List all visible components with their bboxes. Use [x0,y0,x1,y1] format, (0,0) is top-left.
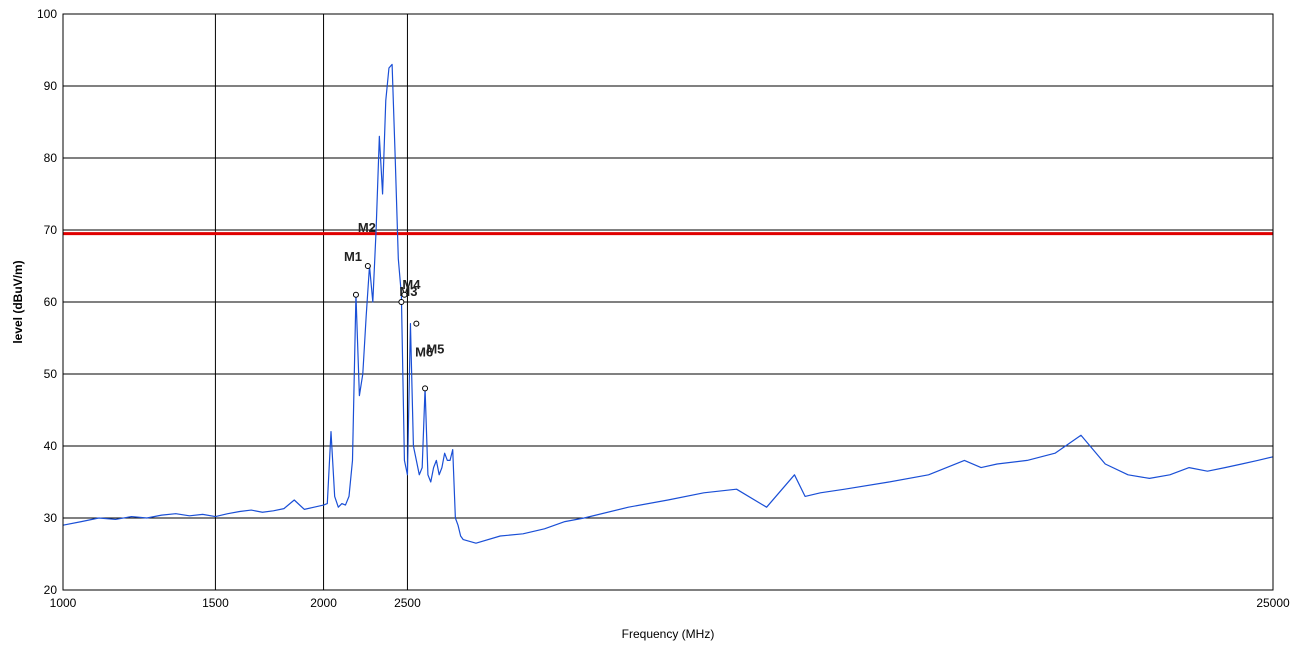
trace-group [62,63,1274,544]
marker-point [352,291,359,298]
y-tick-label: 20 [44,583,58,597]
y-axis-title: level (dBuV/m) [11,260,25,343]
y-tick-label: 40 [44,439,58,453]
marker-point [422,385,429,392]
marker-label: M2 [358,220,376,235]
y-tick-label: 100 [37,7,57,21]
y-tick-label: 60 [44,295,58,309]
x-tick-labels: 1000 1500 2000 2500 25000 [50,596,1290,610]
marker-point [401,291,408,298]
x-tick-label: 2000 [310,596,337,610]
marker-point [364,263,371,269]
x-axis-title: Frequency (MHz) [622,627,715,641]
marker-label: M6 [415,344,433,359]
x-tick-label: 1500 [202,596,229,610]
marker-label: M1 [344,249,362,264]
x-tick-label: 2500 [394,596,421,610]
plot-frame [62,13,1274,591]
marker-label: M4 [402,277,421,292]
y-tick-label: 70 [44,223,58,237]
y-tick-labels: 20 30 40 50 60 70 80 90 100 [37,7,57,597]
marker-point [398,299,405,305]
measurement-trace [62,63,1274,544]
marker-point [413,320,420,327]
x-tick-label: 25000 [1256,596,1290,610]
y-tick-label: 50 [44,367,58,381]
y-tick-label: 80 [44,151,58,165]
x-tick-label: 1000 [50,596,77,610]
y-tick-label: 30 [44,511,58,525]
y-tick-label: 90 [44,79,58,93]
marker-label: M5 [426,342,444,357]
